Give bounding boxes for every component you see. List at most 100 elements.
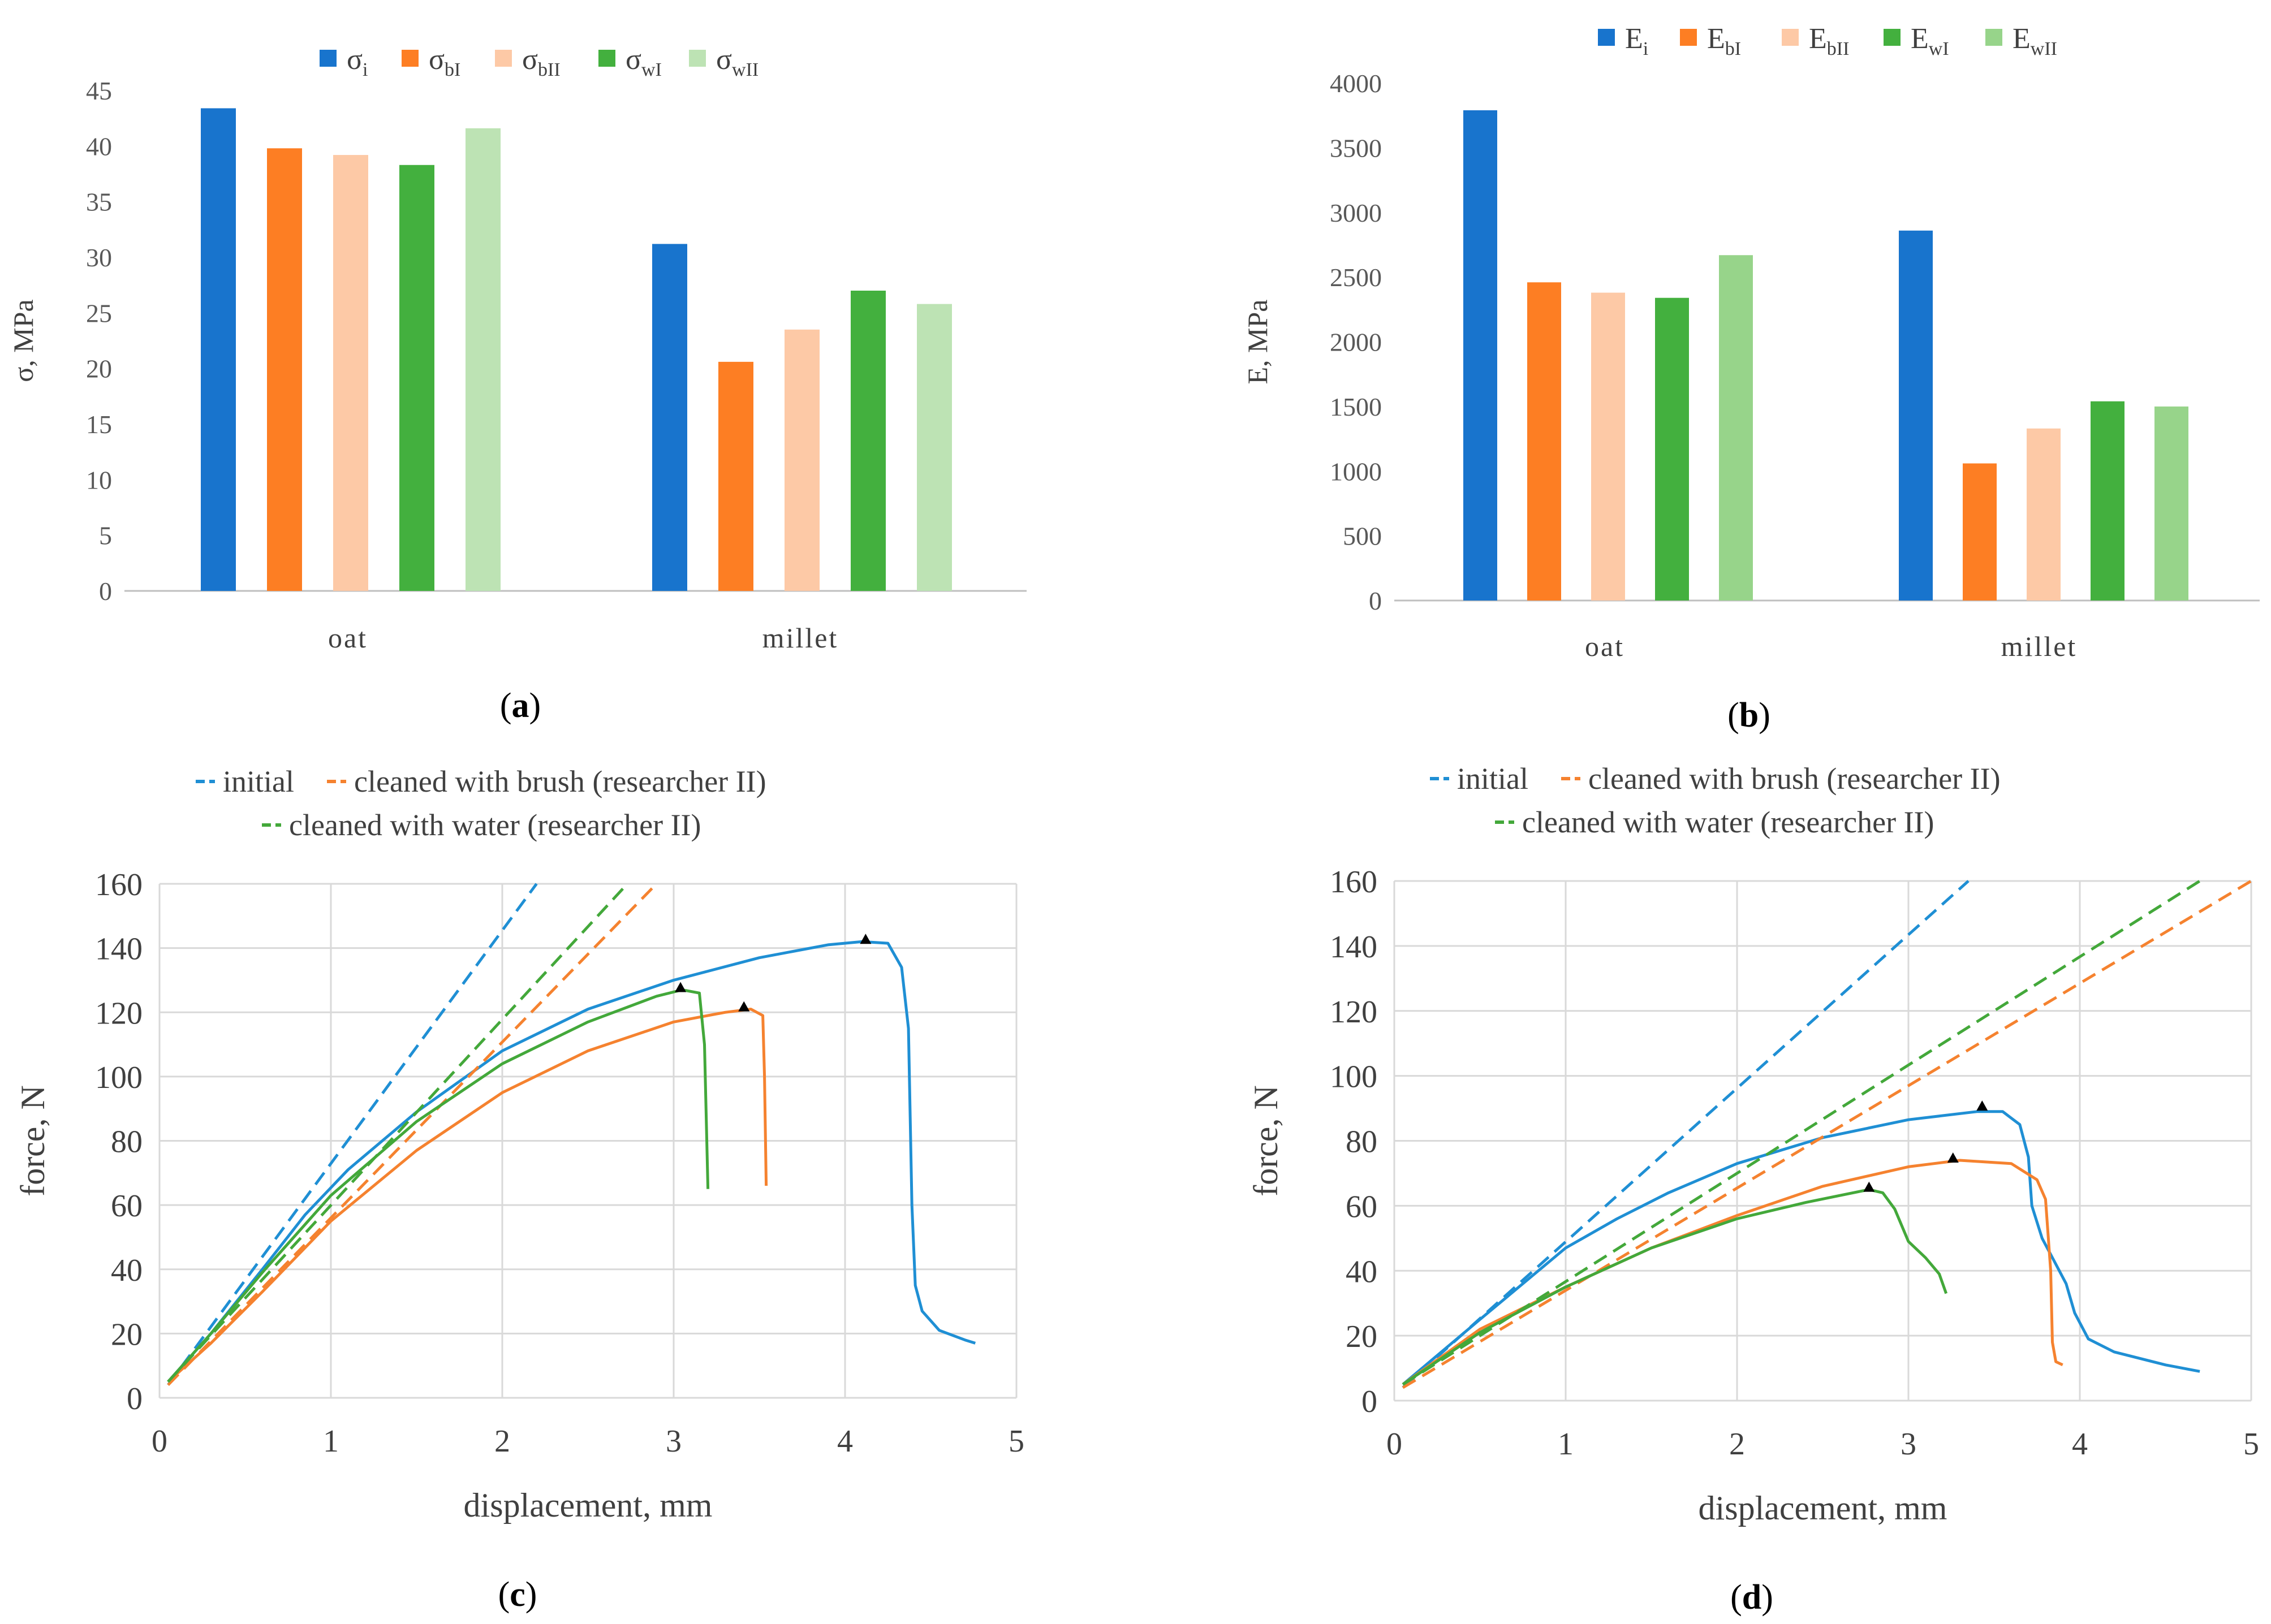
legend-label: σbI: [429, 44, 460, 80]
legend-swatch: [402, 50, 419, 67]
bar-millet-σi: [652, 244, 687, 591]
y-tick-label: 40: [111, 1253, 143, 1288]
chart-d: 0 1 2 3 4 5 0 20 40 60 80 100 120 140 160 displacement,…: [1247, 762, 2259, 1527]
y-tick-label: 0: [1361, 1384, 1377, 1419]
series-line-0: [167, 940, 976, 1383]
y-axis-label: E, MPa: [1242, 300, 1273, 385]
legend-swatch: [320, 50, 337, 67]
panel-label-d: (d): [1730, 1578, 1773, 1617]
legend-swatch: [689, 50, 706, 67]
legend-label-2: cleaned with water (researcher II): [1522, 805, 1934, 839]
bar-millet-σbII: [785, 329, 820, 591]
x-axis-label: displacement, mm: [464, 1487, 713, 1524]
peak-marker-0: [860, 934, 872, 944]
peak-marker-1: [738, 1001, 750, 1012]
x-tick-label: 3: [1901, 1427, 1916, 1462]
x-tick-label: 4: [2072, 1427, 2088, 1462]
y-tick-label: 20: [86, 355, 112, 383]
peak-marker-0: [1976, 1100, 1988, 1111]
y-tick-label: 1000: [1330, 457, 1382, 486]
tangent-line-0: [1402, 880, 1970, 1389]
legend-label: EwII: [2013, 23, 2057, 59]
y-tick-label: 100: [95, 1060, 143, 1095]
y-tick-label: 20: [111, 1317, 143, 1352]
y-axis-label: force, N: [1247, 1085, 1285, 1197]
legend-swatch: [1680, 29, 1697, 46]
legend-swatch: [1985, 29, 2002, 46]
chart-c: 0 1 2 3 4 5 0 20 40 60 80 100 120 140 160 displacement,…: [14, 765, 1024, 1524]
tangent-line-2: [167, 883, 629, 1383]
y-tick-label: 4000: [1330, 69, 1382, 98]
y-tick-label: 40: [1346, 1254, 1377, 1289]
bar-millet-EwII: [2154, 406, 2188, 601]
bar-oat-EwII: [1719, 255, 1753, 601]
x-tick-label: 5: [1009, 1424, 1024, 1459]
y-tick-label: 3500: [1330, 133, 1382, 162]
bar-millet-σbI: [718, 361, 753, 591]
peak-marker-1: [1947, 1152, 1959, 1163]
panel-label-b: (b): [1727, 696, 1770, 735]
y-tick-label: 2500: [1330, 263, 1382, 292]
legend-label: σwI: [626, 44, 662, 80]
y-tick-label: 2000: [1330, 328, 1382, 357]
bar-oat-Ei: [1463, 110, 1497, 601]
y-tick-label: 120: [95, 996, 143, 1031]
x-tick-label: 0: [152, 1424, 167, 1459]
x-tick-label: 0: [1386, 1427, 1402, 1462]
bar-millet-σwI: [851, 291, 886, 591]
y-axis-label: force, N: [14, 1085, 51, 1197]
bar-oat-σwII: [466, 128, 501, 591]
legend-swatch: [1884, 29, 1901, 46]
legend-label-1: cleaned with brush (researcher II): [1588, 762, 2001, 796]
y-tick-label: 15: [86, 410, 112, 439]
legend-label: EbII: [1809, 23, 1849, 59]
legend-label: EwI: [1911, 23, 1949, 59]
y-tick-label: 40: [86, 132, 112, 161]
series-line-1: [167, 1008, 768, 1383]
y-tick-label: 5: [99, 521, 112, 550]
legend-swatch: [1782, 29, 1799, 46]
category-label-oat: oat: [328, 622, 368, 654]
bar-millet-Ei: [1899, 230, 1933, 601]
y-tick-label: 10: [86, 465, 112, 494]
chart-b: 0 500 1000 1500 2000 2500 3000 3500 4000 E, MPa oa…: [1242, 23, 2260, 662]
x-tick-label: 2: [494, 1424, 510, 1459]
legend-label: σwII: [716, 44, 759, 80]
y-tick-label: 140: [95, 932, 143, 967]
x-tick-label: 4: [837, 1424, 853, 1459]
legend-label: EbI: [1707, 23, 1741, 59]
category-label-millet: millet: [762, 622, 839, 654]
peak-marker-2: [1863, 1181, 1875, 1192]
y-tick-label: 80: [1346, 1125, 1377, 1160]
y-tick-label: 100: [1330, 1060, 1377, 1095]
legend-label-1: cleaned with brush (researcher II): [354, 765, 766, 798]
y-tick-label: 0: [99, 577, 112, 606]
tangent-line-0: [167, 883, 538, 1386]
legend-label: Ei: [1625, 23, 1648, 59]
bar-oat-σwI: [399, 165, 434, 591]
y-tick-label: 3000: [1330, 198, 1382, 227]
series-line-0: [1402, 1110, 2200, 1386]
peak-marker-2: [675, 982, 687, 992]
panel-label-a: (a): [500, 686, 541, 725]
y-tick-label: 60: [111, 1189, 143, 1224]
bar-millet-EbI: [1963, 463, 1997, 601]
legend-label-0: initial: [223, 765, 294, 798]
y-tick-label: 160: [95, 867, 143, 902]
legend-swatch: [598, 50, 615, 67]
y-tick-label: 140: [1330, 930, 1377, 965]
legend-label-2: cleaned with water (researcher II): [289, 808, 701, 842]
x-axis-label: displacement, mm: [1699, 1489, 1947, 1527]
y-tick-label: 35: [86, 188, 112, 217]
y-tick-label: 80: [111, 1125, 143, 1160]
panel-label-c: (c): [498, 1575, 537, 1614]
legend-label: σi: [347, 44, 368, 80]
bar-oat-EbII: [1591, 292, 1625, 601]
bar-oat-EbI: [1527, 282, 1561, 601]
bar-oat-σi: [201, 108, 236, 591]
bar-oat-EwI: [1655, 297, 1689, 601]
x-tick-label: 1: [1558, 1427, 1574, 1462]
bar-millet-EwI: [2091, 401, 2125, 601]
y-tick-label: 120: [1330, 995, 1377, 1030]
